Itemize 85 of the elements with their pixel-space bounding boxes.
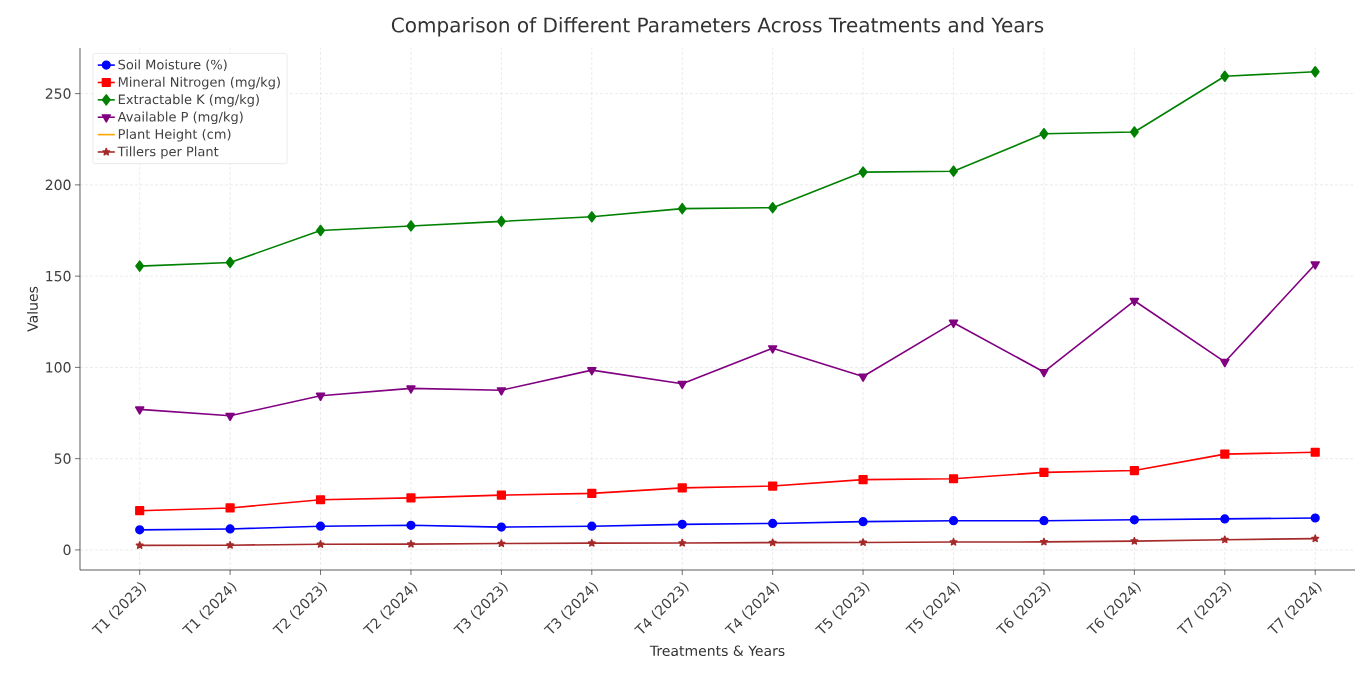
y-axis-title: Values (27, 286, 38, 332)
point (587, 488, 597, 498)
point (677, 202, 687, 215)
legend-label: Available P (mg/kg) (117, 111, 243, 125)
point (496, 490, 506, 500)
legend-label: Plant Height (cm) (118, 128, 231, 142)
point (858, 517, 868, 527)
point (225, 256, 235, 269)
point (406, 493, 416, 503)
point (768, 481, 778, 491)
y-tick-label: 150 (46, 270, 71, 282)
point (678, 538, 687, 547)
point (587, 521, 597, 531)
legend-label: Tillers per Plant (117, 146, 219, 159)
point (135, 260, 145, 272)
y-tick-label: 50 (54, 453, 71, 464)
point (1039, 516, 1049, 526)
legend-label: Extractable K (mg/kg) (118, 94, 259, 107)
point (949, 537, 958, 546)
y-tick-label: 0 (63, 544, 71, 556)
point (1129, 465, 1139, 476)
point (1220, 449, 1230, 459)
point (948, 516, 959, 526)
point (858, 166, 868, 178)
point (677, 483, 687, 493)
point (1129, 515, 1139, 525)
point (1129, 297, 1140, 307)
point (949, 165, 959, 177)
point (587, 211, 597, 223)
legend-label: Soil Moisture (%) (118, 59, 227, 71)
point (587, 367, 597, 376)
point (1310, 261, 1320, 270)
point (406, 220, 416, 232)
point (1039, 537, 1048, 546)
point (858, 475, 868, 485)
point (587, 538, 596, 547)
point (1129, 126, 1139, 138)
point (1220, 70, 1230, 83)
point (134, 406, 145, 415)
point (1220, 514, 1230, 524)
y-tick-label: 100 (46, 362, 71, 373)
point (315, 392, 326, 402)
point (135, 525, 145, 535)
legend-label: Mineral Nitrogen (mg/kg) (118, 76, 280, 90)
point (677, 519, 687, 529)
point (1310, 513, 1320, 523)
point (1130, 536, 1139, 545)
x-axis-title: Treatments & Years (649, 645, 785, 657)
point (768, 538, 777, 547)
point (315, 495, 326, 505)
point (859, 538, 868, 546)
point (497, 539, 506, 548)
point (768, 201, 778, 214)
point (768, 518, 778, 529)
point (315, 521, 326, 531)
point (948, 474, 959, 484)
point (316, 224, 326, 237)
point (406, 539, 416, 548)
point (1039, 467, 1049, 477)
point (767, 345, 778, 354)
point (406, 520, 416, 530)
point (225, 503, 235, 513)
point (135, 541, 144, 549)
point (406, 385, 416, 394)
point (316, 540, 325, 548)
point (226, 540, 235, 549)
point (1310, 65, 1320, 78)
point (1311, 534, 1320, 543)
point (496, 215, 506, 228)
point (496, 522, 506, 532)
point (225, 524, 235, 534)
point (1039, 368, 1049, 378)
point (225, 412, 235, 422)
point (1220, 358, 1230, 368)
point (858, 373, 868, 382)
point (1039, 128, 1049, 140)
point (677, 380, 687, 390)
chart-title: Comparison of Different Parameters Across Treatments and Years (391, 17, 1044, 37)
point (1310, 447, 1320, 457)
y-tick-label: 250 (45, 88, 71, 99)
point (1220, 535, 1229, 544)
point (135, 506, 145, 516)
y-tick-label: 200 (45, 179, 71, 191)
point (496, 387, 507, 396)
point (948, 319, 959, 329)
